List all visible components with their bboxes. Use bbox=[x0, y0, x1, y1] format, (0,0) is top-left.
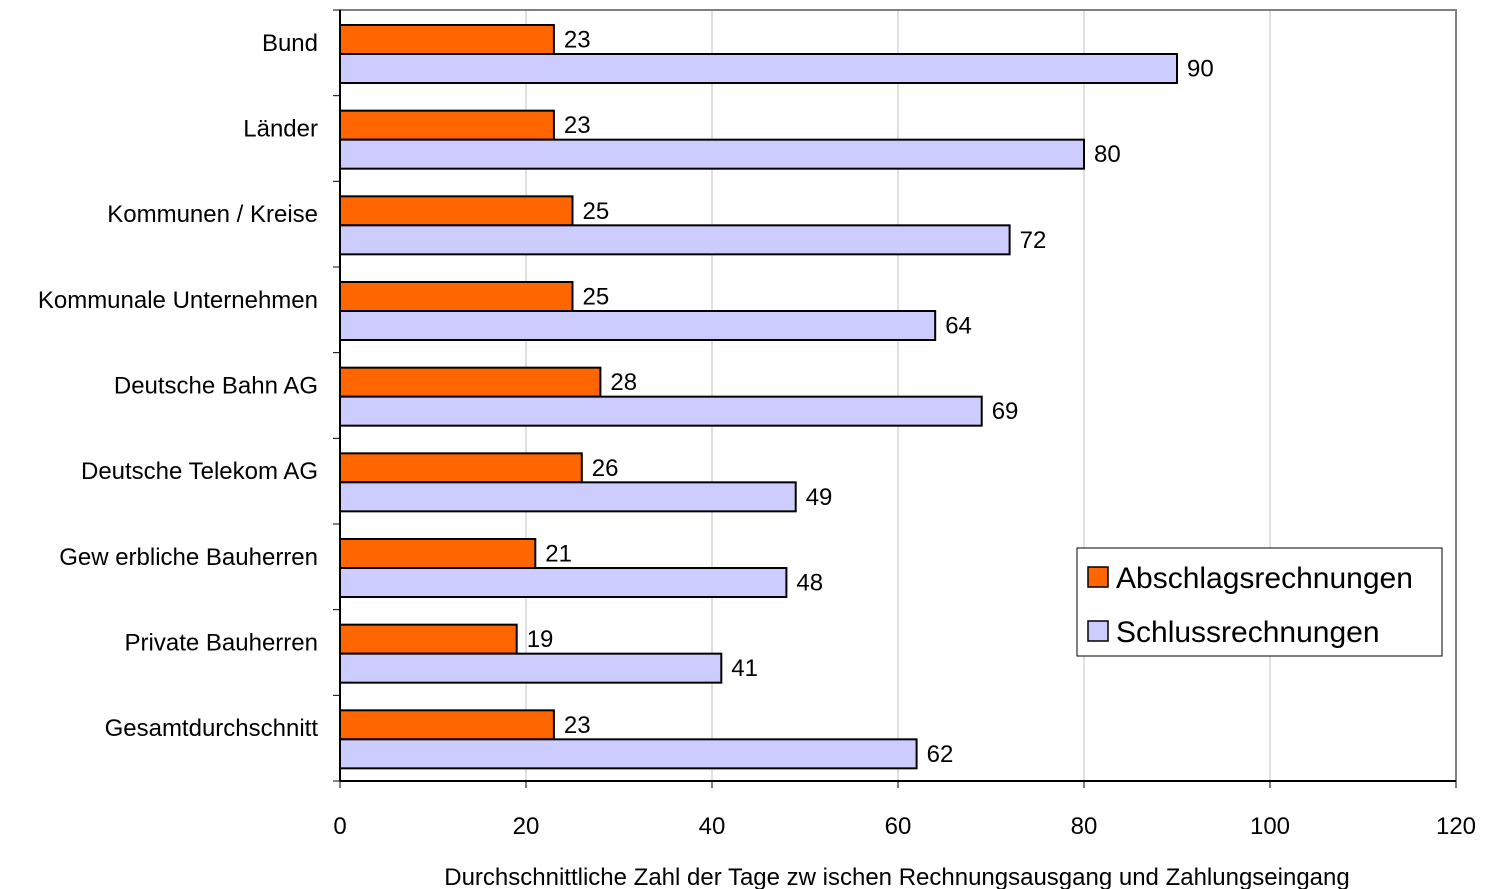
bar-schluss bbox=[339, 53, 1178, 84]
category-label: Gew erbliche Bauherren bbox=[59, 544, 318, 571]
bar-abschlag bbox=[339, 623, 518, 655]
labels: 0 20 40 60 80 100 120 23 90 Bund 23 80 Länder 25 72 Kom… bbox=[38, 27, 1476, 841]
x-tick-label: 40 bbox=[699, 813, 726, 840]
axes bbox=[333, 9, 1457, 788]
x-tick-label: 60 bbox=[885, 813, 912, 840]
category-label: Länder bbox=[243, 116, 318, 143]
legend-swatch bbox=[1087, 620, 1109, 642]
bar-abschlag bbox=[339, 538, 537, 569]
data-label: 25 bbox=[583, 284, 610, 311]
data-label: 64 bbox=[945, 313, 972, 340]
bar-abschlag bbox=[339, 366, 602, 398]
category-label: Bund bbox=[262, 30, 318, 57]
bar-schluss bbox=[339, 481, 797, 513]
data-label: 23 bbox=[564, 112, 591, 139]
bar-abschlag bbox=[339, 109, 555, 141]
bar-schluss bbox=[339, 224, 1011, 256]
data-label: 23 bbox=[564, 712, 591, 739]
data-label: 69 bbox=[992, 398, 1019, 425]
data-label: 26 bbox=[592, 455, 619, 482]
bar-schluss bbox=[339, 310, 937, 341]
data-label: 49 bbox=[806, 484, 833, 511]
bar-schluss bbox=[339, 652, 723, 684]
x-axis-title: Durchschnittliche Zahl der Tage zw ische… bbox=[444, 864, 1349, 889]
x-tick-label: 80 bbox=[1071, 813, 1098, 840]
bar-schluss bbox=[339, 567, 788, 598]
x-tick-label: 120 bbox=[1436, 813, 1476, 840]
bar-abschlag bbox=[339, 709, 555, 741]
data-label: 23 bbox=[564, 27, 591, 54]
data-label: 25 bbox=[583, 198, 610, 225]
bar-schluss bbox=[339, 395, 983, 427]
data-label: 28 bbox=[610, 369, 637, 396]
data-label: 62 bbox=[927, 741, 954, 768]
category-label: Deutsche Bahn AG bbox=[114, 373, 318, 400]
category-label: Kommunen / Kreise bbox=[107, 201, 318, 228]
data-label: 19 bbox=[527, 626, 554, 653]
category-label: Kommunale Unternehmen bbox=[38, 287, 318, 314]
bar-abschlag bbox=[339, 452, 583, 484]
legend: Abschlagsrechnungen Schlussrechnungen bbox=[1076, 547, 1443, 657]
category-label: Private Bauherren bbox=[125, 630, 318, 657]
bar-abschlag bbox=[339, 281, 574, 312]
category-label: Gesamtdurchschnitt bbox=[105, 715, 319, 742]
data-label: 80 bbox=[1094, 141, 1121, 168]
x-tick-label: 0 bbox=[333, 813, 346, 840]
legend-swatch bbox=[1087, 566, 1109, 588]
category-label: Deutsche Telekom AG bbox=[81, 458, 318, 485]
data-label: 48 bbox=[796, 570, 823, 597]
bar-abschlag bbox=[339, 195, 574, 227]
bars bbox=[339, 24, 1178, 770]
data-label: 41 bbox=[731, 655, 758, 682]
bar-schluss bbox=[339, 138, 1085, 170]
data-label: 21 bbox=[545, 541, 572, 568]
data-label: 90 bbox=[1187, 56, 1214, 83]
x-tick-label: 20 bbox=[513, 813, 540, 840]
data-label: 72 bbox=[1020, 227, 1047, 254]
x-tick-label: 100 bbox=[1250, 813, 1290, 840]
legend-label: Schlussrechnungen bbox=[1116, 616, 1380, 649]
bar-schluss bbox=[339, 738, 918, 770]
legend-box bbox=[1076, 547, 1443, 657]
legend-label: Abschlagsrechnungen bbox=[1116, 562, 1413, 595]
bar-abschlag bbox=[339, 24, 555, 55]
